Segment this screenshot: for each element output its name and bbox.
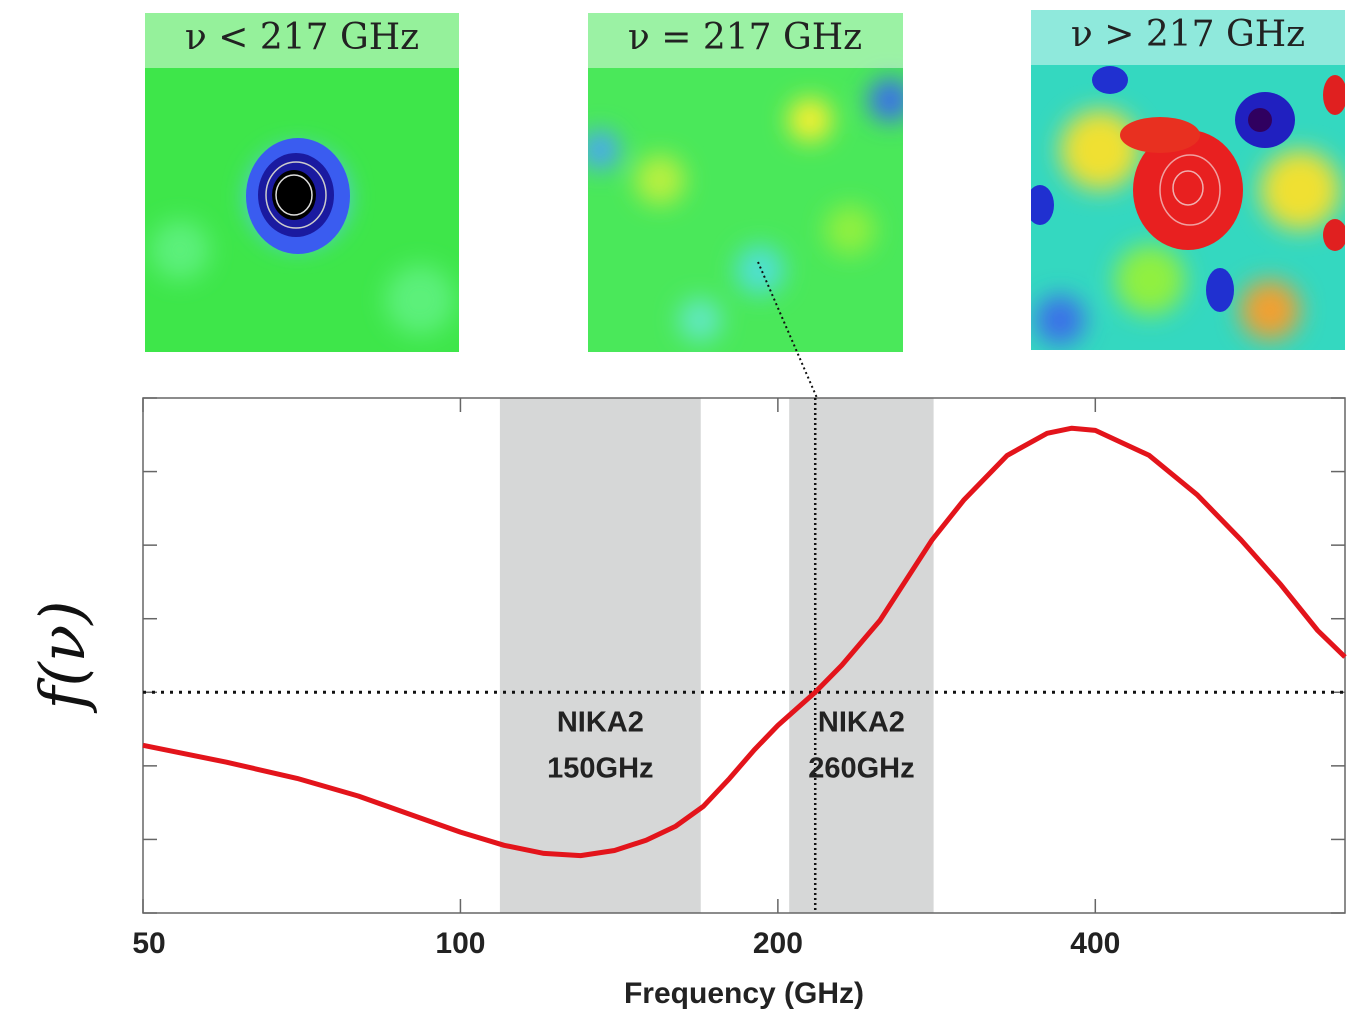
- band-label: 150GHz: [547, 753, 653, 785]
- plot-frame: [142, 397, 1346, 914]
- map-panel: [588, 13, 903, 352]
- panel-title: ν = 217 GHz: [628, 17, 862, 58]
- x-tick-label: 400: [1070, 927, 1120, 960]
- panel-title-bg: [145, 13, 459, 68]
- y-axis-label: f(ν): [26, 600, 99, 713]
- curve: [142, 425, 1347, 859]
- panel-title: ν > 217 GHz: [1071, 14, 1305, 55]
- map-panel: [145, 13, 459, 352]
- map-panel: [1031, 10, 1345, 350]
- panel-title: ν < 217 GHz: [185, 17, 419, 58]
- band-label: NIKA2: [818, 707, 905, 739]
- band-label: 260GHz: [808, 753, 914, 785]
- panel-title-bg: [588, 13, 903, 68]
- band: [499, 398, 701, 913]
- x-tick-label: 50: [132, 927, 165, 960]
- band-label: NIKA2: [557, 707, 644, 739]
- x-tick-label: 200: [753, 927, 803, 960]
- plot: 50 100 200 400 NIKA2 150GHz NIKA2 260GHz Frequen…: [26, 397, 1347, 1010]
- x-tick-label: 100: [435, 927, 485, 960]
- band: [789, 398, 934, 913]
- panel-title-bg: [1031, 10, 1345, 65]
- x-axis-label: Frequency (GHz): [624, 977, 864, 1010]
